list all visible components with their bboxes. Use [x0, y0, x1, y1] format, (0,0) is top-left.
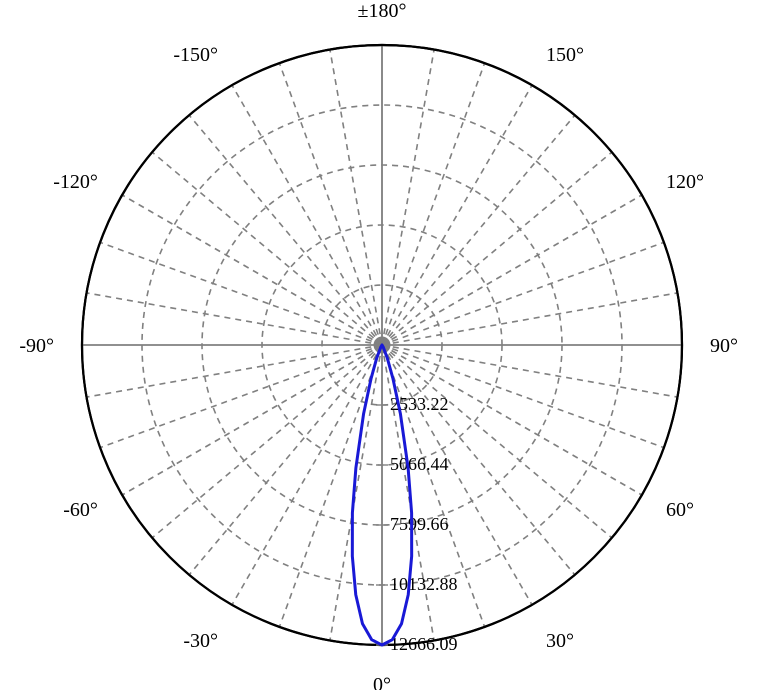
angle-label: 150°	[546, 44, 584, 66]
radial-label: 7599.66	[390, 514, 449, 534]
angle-label: 30°	[546, 630, 574, 652]
polar-chart: ±180° -150° -120° -90° -60° -30° 0° 30° 60° 90° 12…	[0, 0, 764, 690]
angle-label: -150°	[173, 44, 218, 66]
angle-label: 0°	[373, 674, 391, 690]
radial-label: 12666.09	[390, 634, 458, 654]
angle-label: 120°	[666, 171, 704, 193]
angle-label: -120°	[53, 171, 98, 193]
angle-label: 60°	[666, 499, 694, 521]
angle-label: -60°	[63, 499, 98, 521]
radial-label: 5066.44	[390, 454, 449, 474]
angle-label: ±180°	[358, 0, 407, 22]
polar-svg: ±180° -150° -120° -90° -60° -30° 0° 30° 60° 90° 12…	[0, 0, 764, 690]
radial-label: 10132.88	[390, 574, 458, 594]
angle-label: -30°	[183, 630, 218, 652]
angle-label: -90°	[19, 335, 54, 357]
angle-label: 90°	[710, 335, 738, 357]
